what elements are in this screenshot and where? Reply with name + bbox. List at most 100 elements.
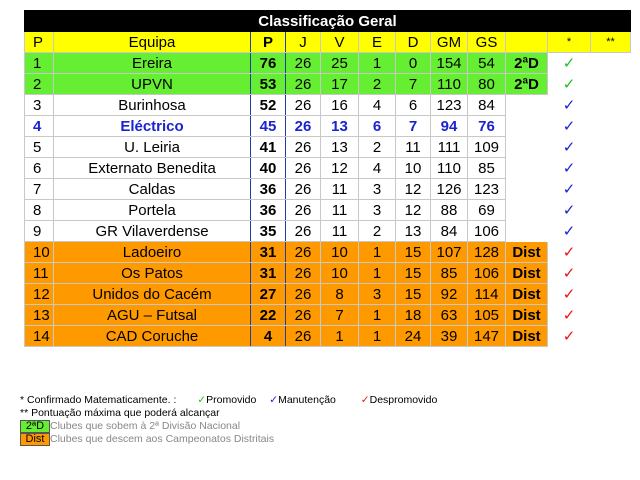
- status-badge: 2ªD: [505, 73, 548, 95]
- standings-table: Classificação Geral P Equipa P J V E D GM GS * ** …: [24, 10, 631, 347]
- cell-j: 26: [285, 241, 321, 263]
- cell-gs: 106: [467, 262, 506, 284]
- cell-j: 26: [285, 52, 321, 74]
- cell-gm: 110: [430, 157, 468, 179]
- cell-v: 1: [320, 325, 359, 347]
- cell-j: 26: [285, 157, 321, 179]
- cell-v: 10: [320, 262, 359, 284]
- status-badge: Dist: [505, 304, 548, 326]
- header-cell: GS: [467, 31, 506, 53]
- check-icon: ✓: [547, 304, 591, 326]
- status-badge: [505, 157, 548, 179]
- cell-gs: 147: [467, 325, 506, 347]
- legend: * Confirmado Matematicamente. : ✓Promovi…: [20, 394, 437, 446]
- check-icon: ✓: [547, 52, 591, 74]
- cell-d: 12: [395, 199, 431, 221]
- table-row: 7 Caldas 36 26 11 3 12 126 123 ✓: [24, 178, 631, 200]
- cell-j: 26: [285, 73, 321, 95]
- max-points-cell: [590, 262, 631, 284]
- header-cell: D: [395, 31, 431, 53]
- header-cell: E: [358, 31, 396, 53]
- cell-gs: 123: [467, 178, 506, 200]
- cell-gs: 80: [467, 73, 506, 95]
- header-cell: V: [320, 31, 359, 53]
- cell-pts: 76: [250, 52, 286, 74]
- status-badge: [505, 94, 548, 116]
- cell-e: 3: [358, 283, 396, 305]
- cell-d: 7: [395, 115, 431, 137]
- cell-gm: 107: [430, 241, 468, 263]
- cell-pos: 9: [24, 220, 54, 242]
- status-badge: Dist: [505, 325, 548, 347]
- cell-v: 13: [320, 136, 359, 158]
- check-icon: ✓: [547, 178, 591, 200]
- cell-gm: 85: [430, 262, 468, 284]
- max-points-cell: [590, 283, 631, 305]
- cell-e: 1: [358, 325, 396, 347]
- cell-v: 25: [320, 52, 359, 74]
- cell-team: Caldas: [53, 178, 251, 200]
- status-badge: [505, 220, 548, 242]
- cell-team: Ladoeiro: [53, 241, 251, 263]
- cell-gm: 88: [430, 199, 468, 221]
- cell-gs: 54: [467, 52, 506, 74]
- cell-gs: 84: [467, 94, 506, 116]
- check-icon: ✓: [547, 94, 591, 116]
- cell-j: 26: [285, 220, 321, 242]
- table-row: 12 Unidos do Cacém 27 26 8 3 15 92 114 Dist ✓: [24, 283, 631, 305]
- table-row: 1 Ereira 76 26 25 1 0 154 54 2ªD ✓: [24, 52, 631, 74]
- cell-pts: 27: [250, 283, 286, 305]
- cell-team: Unidos do Cacém: [53, 283, 251, 305]
- table-row: 14 CAD Coruche 4 26 1 1 24 39 147 Dist ✓: [24, 325, 631, 347]
- check-icon: ✓: [547, 283, 591, 305]
- cell-j: 26: [285, 115, 321, 137]
- cell-team: Burinhosa: [53, 94, 251, 116]
- table-row: 8 Portela 36 26 11 3 12 88 69 ✓: [24, 199, 631, 221]
- max-points-cell: [590, 94, 631, 116]
- cell-e: 2: [358, 73, 396, 95]
- cell-pos: 5: [24, 136, 54, 158]
- max-points-cell: [590, 241, 631, 263]
- cell-gs: 106: [467, 220, 506, 242]
- check-blue-icon: ✓: [269, 394, 279, 406]
- cell-e: 2: [358, 220, 396, 242]
- header-cell: Equipa: [53, 31, 251, 53]
- check-icon: ✓: [547, 220, 591, 242]
- cell-e: 4: [358, 94, 396, 116]
- cell-pos: 14: [24, 325, 54, 347]
- cell-pos: 2: [24, 73, 54, 95]
- cell-team: Eléctrico: [53, 115, 251, 137]
- cell-gm: 63: [430, 304, 468, 326]
- cell-pos: 7: [24, 178, 54, 200]
- cell-e: 2: [358, 136, 396, 158]
- cell-d: 13: [395, 220, 431, 242]
- cell-team: Ereira: [53, 52, 251, 74]
- cell-e: 1: [358, 52, 396, 74]
- cell-v: 11: [320, 178, 359, 200]
- cell-pos: 6: [24, 157, 54, 179]
- cell-gm: 126: [430, 178, 468, 200]
- table-row: 11 Os Patos 31 26 10 1 15 85 106 Dist ✓: [24, 262, 631, 284]
- table-row: 2 UPVN 53 26 17 2 7 110 80 2ªD ✓: [24, 73, 631, 95]
- cell-j: 26: [285, 325, 321, 347]
- max-points-cell: [590, 136, 631, 158]
- max-points-cell: [590, 115, 631, 137]
- check-red-icon: ✓: [360, 394, 370, 406]
- legend-max-points: ** Pontuação máxima que poderá alcançar: [20, 407, 220, 419]
- cell-gs: 69: [467, 199, 506, 221]
- cell-e: 1: [358, 262, 396, 284]
- cell-v: 10: [320, 241, 359, 263]
- header-cell: *: [547, 31, 591, 53]
- cell-gs: 128: [467, 241, 506, 263]
- legend-badge-dist-text: Clubes que descem aos Campeonatos Distri…: [50, 433, 275, 445]
- cell-pts: 41: [250, 136, 286, 158]
- cell-gs: 76: [467, 115, 506, 137]
- table-row: 3 Burinhosa 52 26 16 4 6 123 84 ✓: [24, 94, 631, 116]
- cell-pts: 53: [250, 73, 286, 95]
- cell-gm: 111: [430, 136, 468, 158]
- cell-pos: 8: [24, 199, 54, 221]
- legend-badge-2d: 2ªD: [20, 420, 50, 433]
- header-cell: P: [24, 31, 54, 53]
- cell-team: Os Patos: [53, 262, 251, 284]
- status-badge: Dist: [505, 262, 548, 284]
